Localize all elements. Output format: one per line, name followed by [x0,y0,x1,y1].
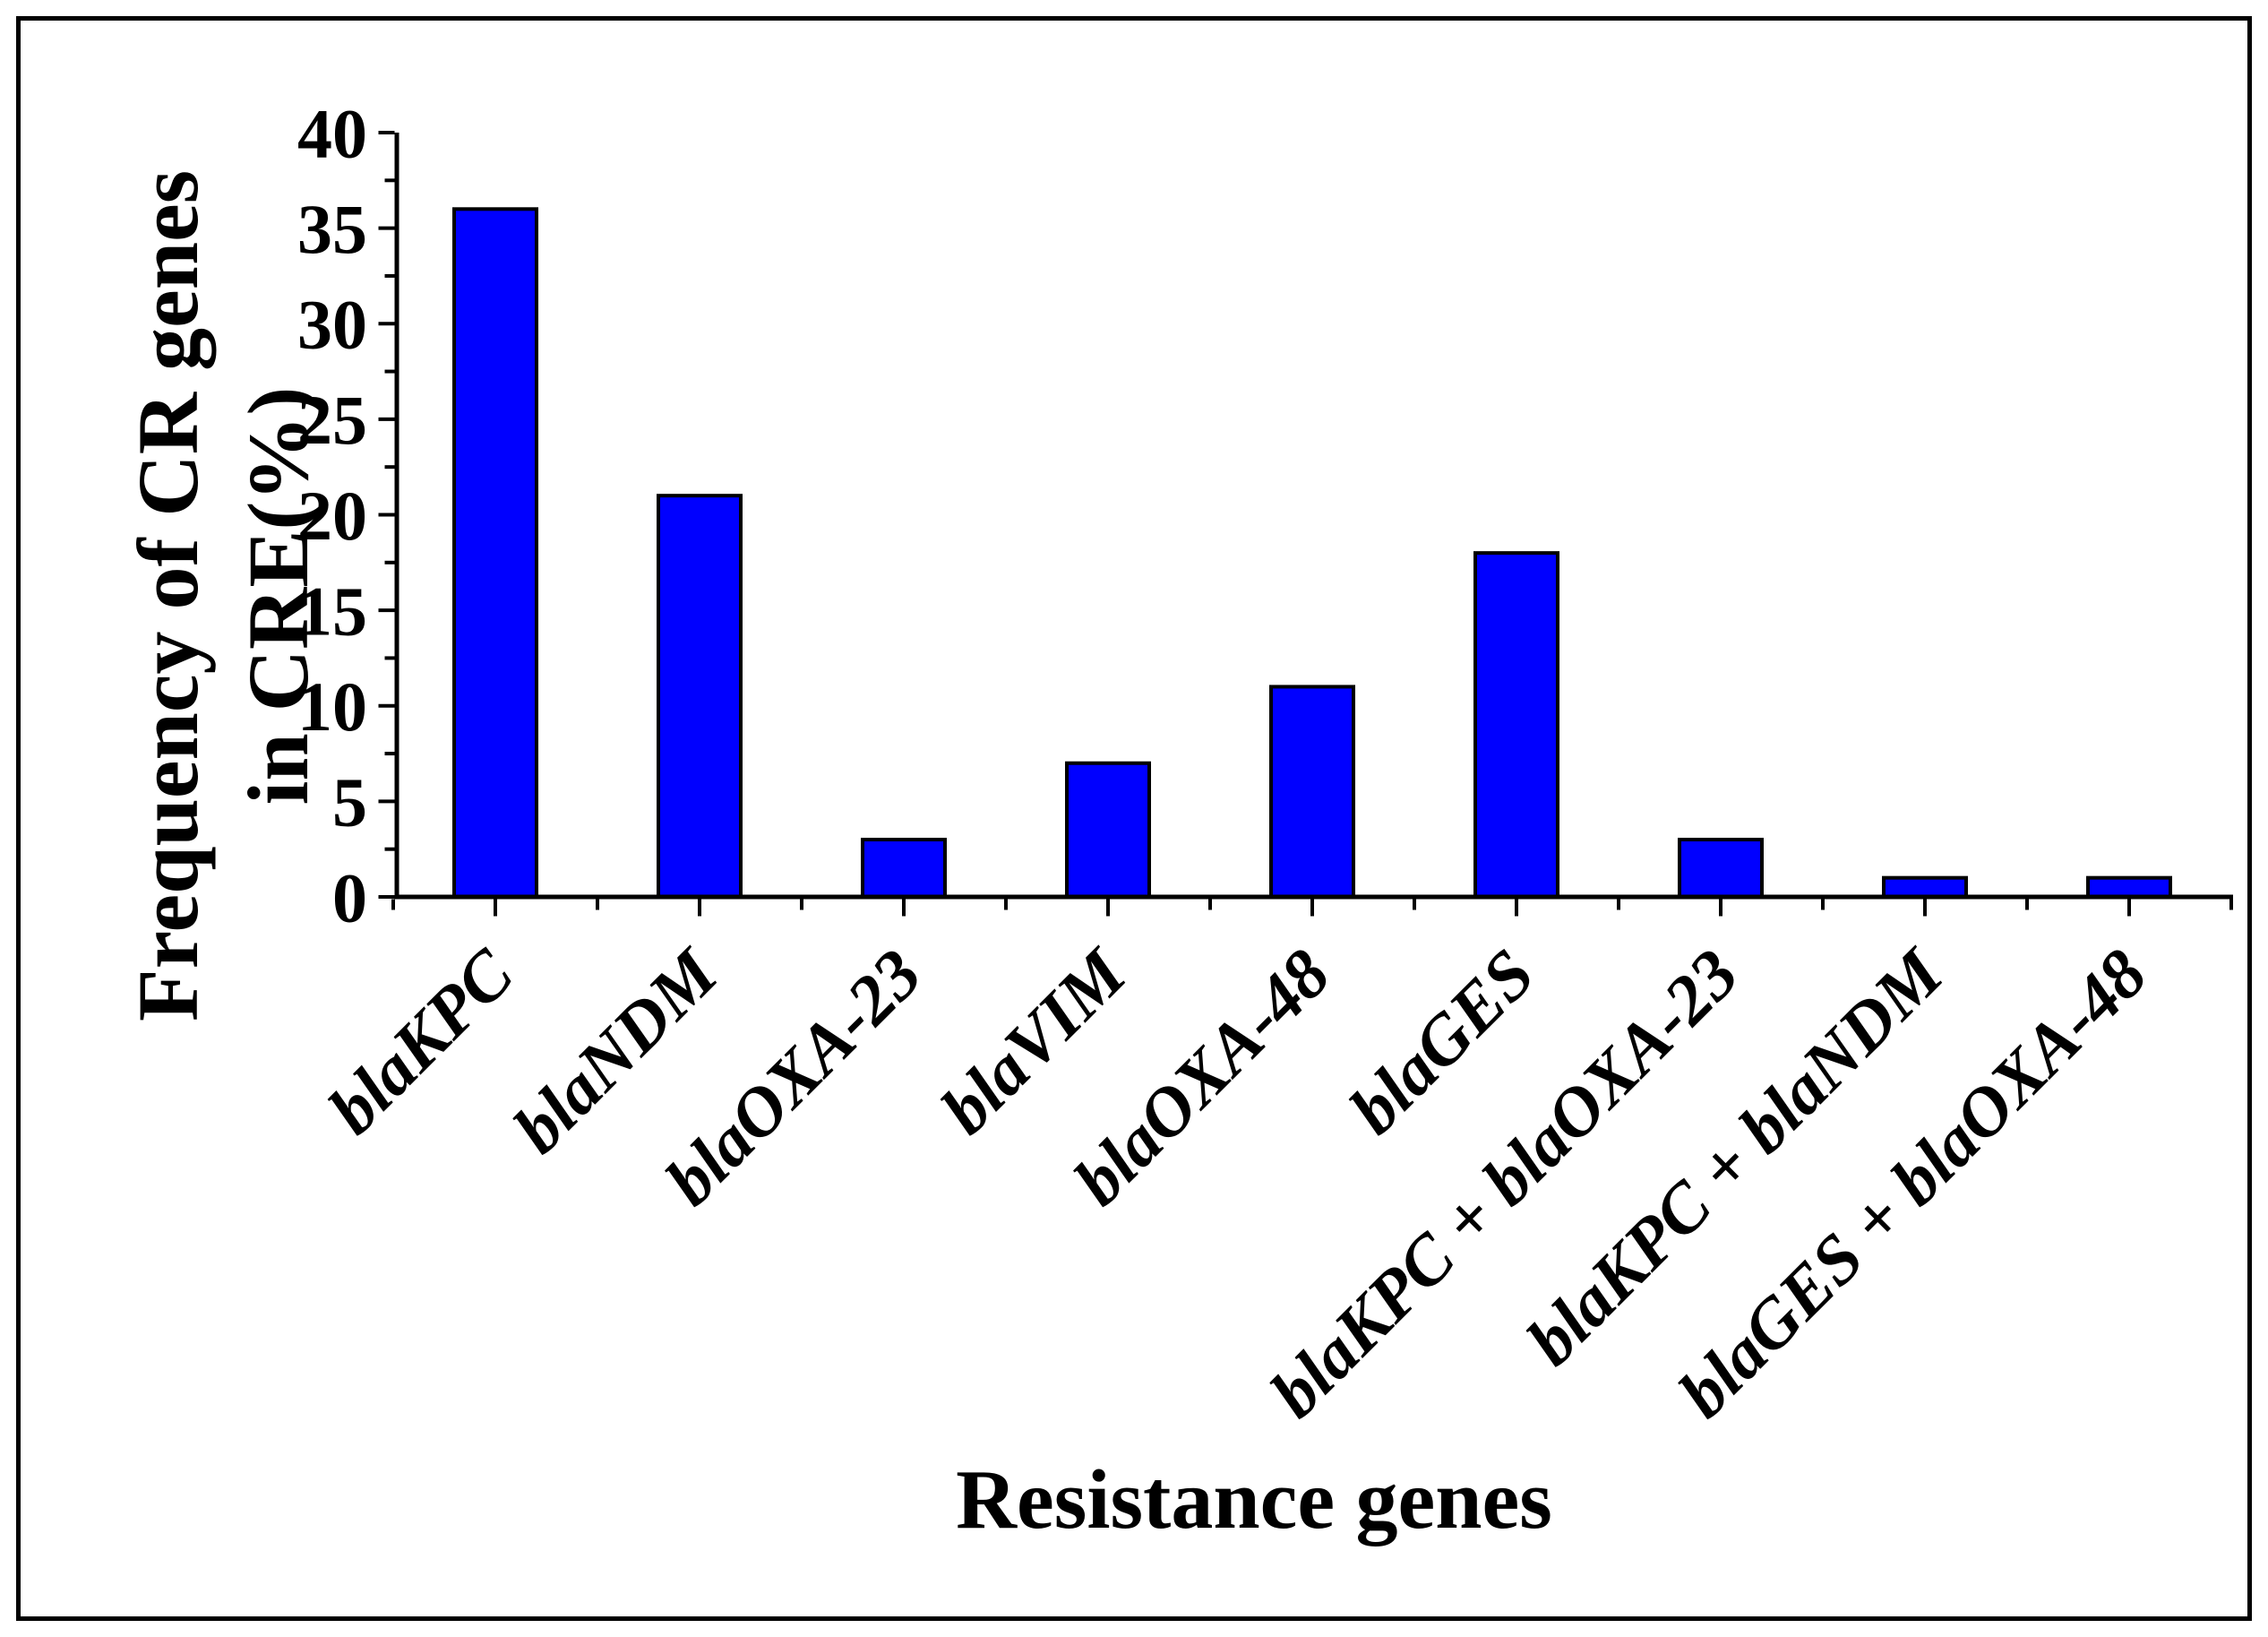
x-category-label: blaKPC [314,934,528,1149]
bar-4 [1065,761,1151,899]
y-axis-title-line1: Frequency of CR genes [120,169,217,1022]
y-tick-label: 0 [332,858,367,936]
y-tick-label: 25 [297,381,367,459]
x-axis-title: Resistance genes [956,1453,1552,1547]
y-tick-label: 15 [297,572,367,650]
bar-2 [657,494,743,899]
y-tick-label: 10 [297,668,367,745]
bar-9 [2086,875,2172,899]
bar-1 [452,207,538,900]
bar-6 [1473,551,1559,900]
figure-border [16,16,2252,1621]
y-tick-label: 20 [297,477,367,555]
bar-8 [1882,875,1968,899]
y-axis-title: Frequency of CR genes in CRE(%) [114,170,334,1021]
y-tick-label: 35 [297,190,367,268]
bar-7 [1678,838,1764,900]
y-tick-label: 40 [297,94,367,172]
bar-5 [1269,685,1355,899]
y-tick-label: 30 [297,286,367,364]
bar-3 [861,838,947,900]
y-tick-label: 5 [332,763,367,841]
y-axis-title-line2: in CRE(%) [230,386,326,806]
